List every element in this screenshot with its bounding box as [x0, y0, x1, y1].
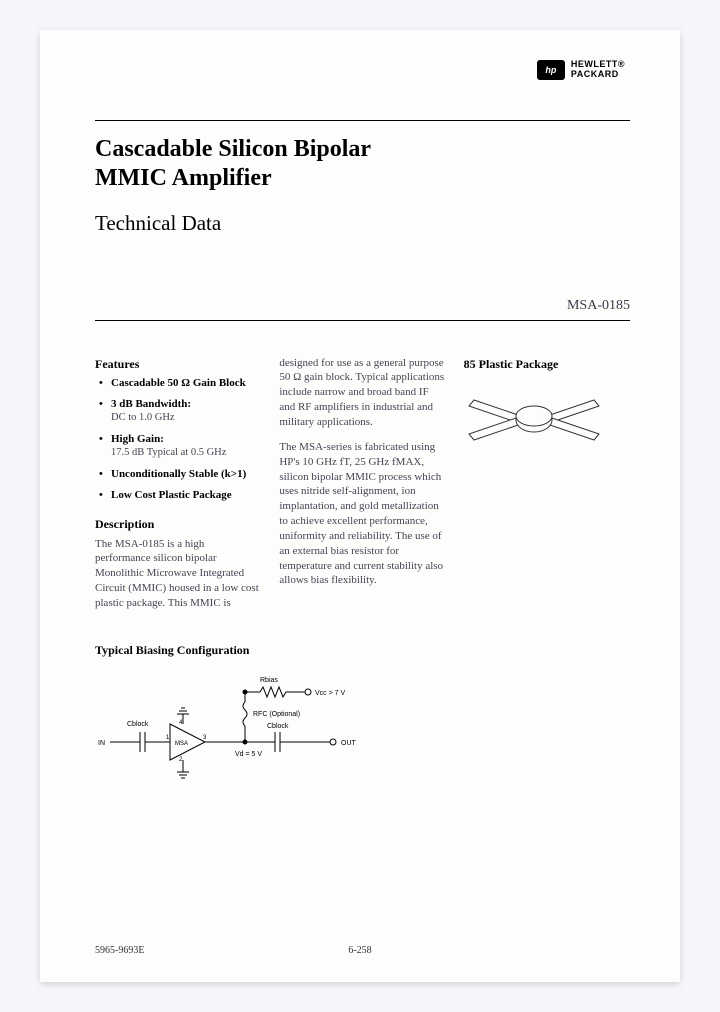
footer-left: 5965-9693E — [95, 945, 144, 956]
feature-main: Unconditionally Stable (k>1) — [111, 468, 246, 480]
label-in: IN — [98, 740, 105, 747]
brand-line2: PACKARD — [571, 70, 625, 80]
label-cblock-out: Cblock — [267, 723, 289, 730]
package-heading: 85 Plastic Package — [464, 356, 630, 372]
brand-text: HEWLETT® PACKARD — [571, 60, 625, 80]
column-2: designed for use as a general purpose 50… — [279, 356, 445, 621]
top-rule — [95, 120, 630, 121]
label-pin1: 1 — [166, 735, 170, 741]
content-columns: Features Cascadable 50 Ω Gain Block 3 dB… — [95, 356, 630, 621]
label-msa: MSA — [175, 741, 188, 747]
feature-main: 3 dB Bandwidth: — [111, 398, 191, 410]
feature-item: 3 dB Bandwidth:DC to 1.0 GHz — [103, 397, 261, 426]
label-rfc: RFC (Optional) — [253, 711, 300, 718]
part-number-row: MSA-0185 — [95, 296, 630, 321]
label-out: OUT — [341, 740, 357, 747]
bias-circuit-diagram: IN Cblock MSA 1 2 3 4 Vd — [95, 664, 415, 794]
column-3: 85 Plastic Package — [464, 356, 630, 621]
hp-icon: hp — [537, 60, 565, 80]
brand-logo: hp HEWLETT® PACKARD — [537, 60, 625, 80]
description-p1: The MSA-0185 is a high performance silic… — [95, 537, 261, 611]
feature-main: Low Cost Plastic Package — [111, 489, 232, 501]
label-pin3: 3 — [203, 735, 207, 741]
feature-main: High Gain: — [111, 433, 164, 445]
title-line2: MMIC Amplifier — [95, 164, 630, 193]
label-cblock-in: Cblock — [127, 721, 149, 728]
page-title: Cascadable Silicon Bipolar MMIC Amplifie… — [95, 135, 630, 193]
bias-heading: Typical Biasing Configuration — [95, 643, 630, 658]
part-number: MSA-0185 — [567, 298, 630, 313]
feature-item: High Gain:17.5 dB Typical at 0.5 GHz — [103, 432, 261, 461]
datasheet-page: hp HEWLETT® PACKARD Cascadable Silicon B… — [40, 30, 680, 982]
title-line1: Cascadable Silicon Bipolar — [95, 135, 630, 164]
features-list: Cascadable 50 Ω Gain Block 3 dB Bandwidt… — [95, 376, 261, 503]
col2-p1: designed for use as a general purpose 50… — [279, 356, 445, 430]
col2-p2: The MSA-series is fabricated using HP's … — [279, 440, 445, 588]
label-rbias: Rbias — [260, 677, 278, 684]
feature-item: Low Cost Plastic Package — [103, 488, 261, 503]
label-vcc: Vcc > 7 V — [315, 690, 345, 697]
label-pin2: 2 — [179, 757, 183, 763]
label-pin4: 4 — [179, 720, 183, 726]
description-heading: Description — [95, 516, 261, 532]
feature-main: Cascadable 50 Ω Gain Block — [111, 377, 246, 389]
feature-item: Cascadable 50 Ω Gain Block — [103, 376, 261, 391]
column-1: Features Cascadable 50 Ω Gain Block 3 dB… — [95, 356, 261, 621]
page-footer: 5965-9693E 6-258 — [95, 945, 625, 956]
features-heading: Features — [95, 356, 261, 372]
feature-item: Unconditionally Stable (k>1) — [103, 467, 261, 482]
page-subtitle: Technical Data — [95, 211, 630, 236]
feature-sub: DC to 1.0 GHz — [111, 411, 261, 425]
feature-sub: 17.5 dB Typical at 0.5 GHz — [111, 446, 261, 460]
footer-center: 6-258 — [348, 945, 371, 956]
label-vd: Vd = 5 V — [235, 751, 262, 758]
package-icon — [464, 380, 604, 460]
